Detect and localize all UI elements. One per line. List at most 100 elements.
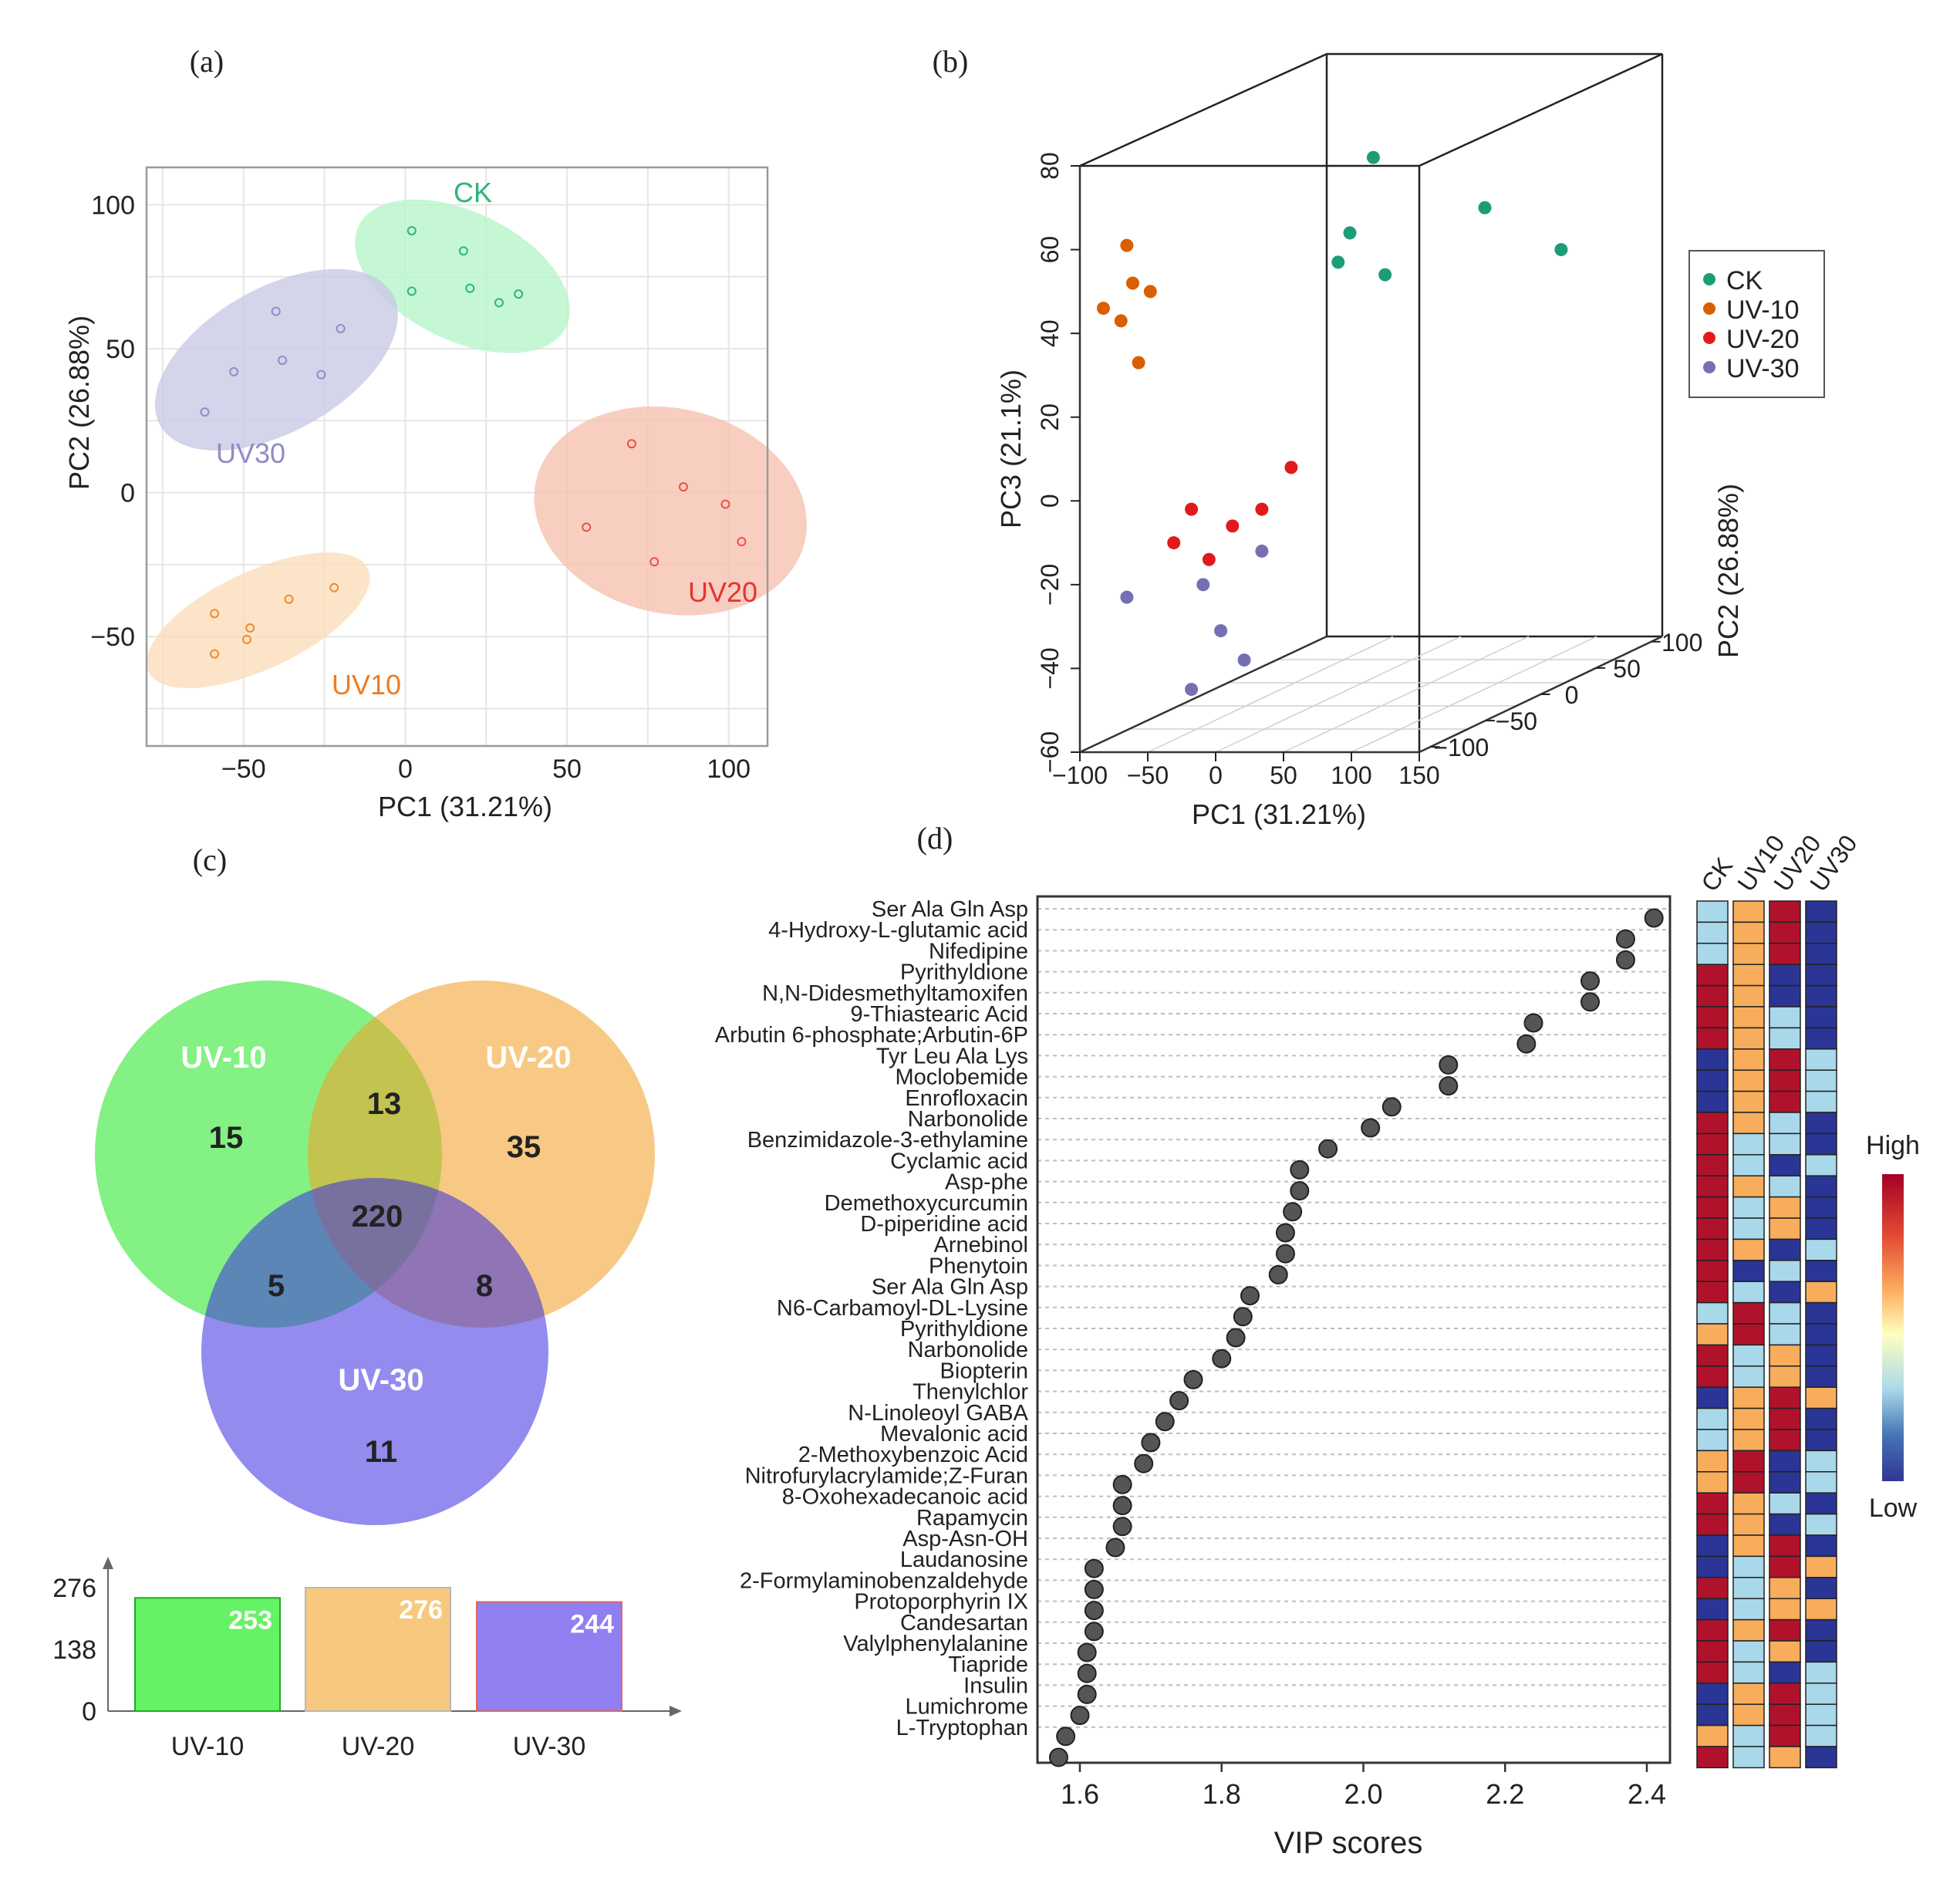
legend-label-uv30: UV-30 (1726, 354, 1800, 383)
metabolite-label: Benzimidazole-3-ethylamine (747, 1128, 1028, 1153)
heatmap-cell (1769, 943, 1801, 965)
point-uv-10 (1096, 302, 1110, 316)
y-tick-label: 50 (106, 335, 135, 364)
heatmap-cell (1732, 1386, 1765, 1409)
point-uv10 (245, 623, 255, 633)
vip-x-tick-label: 1.6 (1061, 1778, 1099, 1810)
metabolite-label: Ser Ala Gln Asp (872, 1275, 1028, 1300)
x-tick-label: 50 (552, 754, 582, 784)
metabolite-label: 4-Hydroxy-L-glutamic acid (768, 918, 1028, 943)
y-tick-label: 20 (1036, 403, 1064, 431)
heatmap-cell (1769, 1112, 1801, 1135)
heatmap-cell (1769, 1724, 1801, 1747)
point-uv-30 (1237, 653, 1251, 667)
heatmap-cell (1805, 1323, 1837, 1346)
heatmap-cell (1769, 1555, 1801, 1578)
confidence-ellipse-uv10 (146, 552, 370, 689)
heatmap-cell (1805, 1386, 1837, 1409)
pca-2d-y-axis-title: PC2 (26.88%) (63, 316, 95, 490)
metabolite-label: Candesartan (900, 1611, 1028, 1635)
heatmap-cell (1769, 1534, 1801, 1558)
heatmap-cell (1805, 1365, 1837, 1388)
heatmap-cell (1732, 1471, 1765, 1494)
heatmap-cell (1805, 1619, 1837, 1642)
heatmap-cell (1696, 1640, 1729, 1663)
point-ck (458, 246, 468, 256)
heatmap-cell (1696, 1724, 1729, 1747)
x-tick-label: 100 (1331, 761, 1371, 789)
point-ck (1378, 268, 1392, 282)
heatmap-cell (1805, 1006, 1837, 1029)
point-uv30 (229, 366, 239, 376)
point-uv-10 (1114, 314, 1128, 328)
vip-plot-frame (1036, 895, 1672, 1764)
heatmap-cell (1732, 1577, 1765, 1599)
heatmap-cell (1769, 1069, 1801, 1092)
pca-3d-x-axis-title: PC1 (31.21%) (1192, 798, 1366, 830)
bar-y-tick-label: 138 (52, 1635, 96, 1665)
heatmap-cell (1769, 1386, 1801, 1409)
x-tick-label: −50 (1127, 761, 1169, 789)
metabolite-label: Valylphenylalanine (843, 1632, 1028, 1656)
x-tick-label: 100 (707, 754, 751, 784)
vip-dot (1212, 1348, 1232, 1369)
pca-2d-plot-frame (145, 166, 769, 748)
heatmap-cell (1769, 1450, 1801, 1473)
depth-tick-label: −50 (1496, 707, 1537, 735)
vip-dot (1275, 1244, 1295, 1264)
metabolite-label: N-Linoleoyl GABA (848, 1401, 1028, 1426)
heatmap-cell (1805, 921, 1837, 944)
floor-grid-line (1351, 636, 1597, 753)
x-tick-label: −100 (1052, 761, 1108, 789)
point-uv10 (329, 582, 339, 592)
pca-3d-z-axis-title: PC2 (26.88%) (1712, 484, 1744, 658)
vip-x-tick-label: 2.2 (1486, 1778, 1524, 1810)
x-tick-label: −50 (221, 754, 266, 784)
vip-dot (1105, 1538, 1125, 1558)
heatmap-cell (1732, 1407, 1765, 1430)
depth-tick-label: −100 (1433, 734, 1489, 761)
heatmap-cell (1696, 1619, 1729, 1642)
bar-value-label: 244 (570, 1610, 614, 1639)
venn-count-uv20-uv30: 8 (476, 1269, 493, 1303)
vip-dot-chart: Ser Ala Gln Asp 4-Hydroxy-L-glutamic acid… (715, 830, 1920, 1860)
metabolite-label: Pyrithyldione (900, 960, 1028, 985)
heatmap-cell (1732, 1703, 1765, 1727)
heatmap-cell (1769, 1301, 1801, 1325)
point-uv30 (271, 306, 281, 316)
point-uv-10 (1120, 238, 1134, 252)
y-tick-label: 100 (91, 191, 135, 221)
heatmap-cell (1769, 1154, 1801, 1176)
metabolite-label: Lumichrome (905, 1695, 1028, 1720)
heatmap-cell (1696, 1196, 1729, 1219)
point-uv-20 (1255, 502, 1269, 516)
heatmap-cell (1805, 1724, 1837, 1747)
metabolite-label: Tyr Leu Ala Lys (876, 1044, 1028, 1068)
legend-marker-uv30 (1703, 361, 1715, 373)
depth-tick-label: 50 (1613, 655, 1641, 683)
heatmap-cell (1732, 1661, 1765, 1684)
heatmap-cell (1805, 1598, 1837, 1621)
heatmap-cell (1805, 1196, 1837, 1219)
heatmap-cell (1732, 1090, 1765, 1113)
heatmap-cell (1732, 1724, 1765, 1747)
heatmap-cell (1696, 1534, 1729, 1558)
heatmap-cell (1805, 1048, 1837, 1071)
x-tick-label: 150 (1398, 761, 1439, 789)
heatmap-cell (1769, 984, 1801, 1008)
heatmap-cell (1769, 1471, 1801, 1494)
metabolite-label: Protoporphyrin IX (854, 1590, 1028, 1615)
heatmap-cell (1732, 1534, 1765, 1558)
heatmap-cell (1696, 964, 1729, 987)
heatmap-cell (1769, 1703, 1801, 1727)
heatmap-cell (1805, 1027, 1837, 1050)
metabolite-label: Cyclamic acid (890, 1149, 1028, 1173)
vip-metabolite-labels: Ser Ala Gln Asp 4-Hydroxy-L-glutamic acid… (715, 897, 1029, 1740)
point-uv30 (200, 407, 210, 417)
heatmap-cell (1696, 1429, 1729, 1452)
metabolite-label: Narbonolide (908, 1338, 1028, 1362)
box-left-floor-edge (1079, 635, 1327, 754)
heatmap-cell (1696, 1450, 1729, 1473)
y-tick-label: 0 (120, 479, 135, 508)
